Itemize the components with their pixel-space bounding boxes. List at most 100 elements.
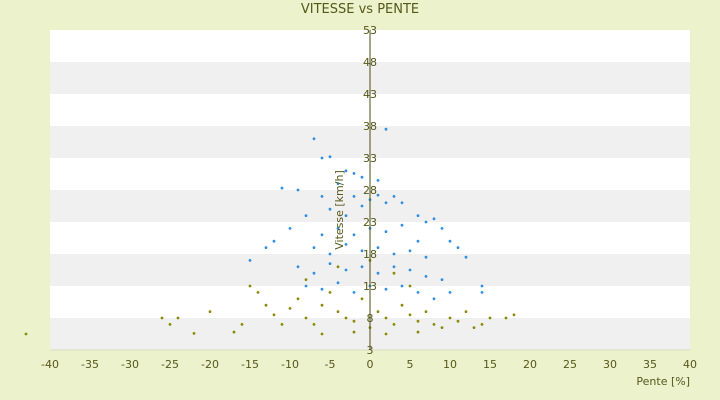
y-tick-label: 8 (367, 312, 374, 325)
point-olive (256, 291, 260, 294)
point-olive (320, 332, 324, 336)
point-blue (312, 246, 316, 250)
point-blue (448, 239, 452, 243)
point-blue (416, 214, 420, 218)
point-olive (512, 313, 516, 317)
x-tick-label: 15 (483, 358, 497, 371)
point-blue (272, 239, 276, 243)
point-blue (344, 243, 348, 246)
point-blue (424, 255, 428, 259)
point-blue (328, 207, 332, 211)
point-blue (296, 265, 300, 269)
x-tick-label: -30 (121, 358, 139, 371)
point-blue (376, 271, 380, 275)
point-blue (288, 227, 292, 230)
point-blue (376, 246, 380, 250)
point-blue (328, 155, 332, 159)
point-olive (400, 303, 404, 307)
point-blue (400, 201, 404, 205)
x-tick-label: 10 (443, 358, 457, 371)
y-tick-label: 18 (363, 248, 377, 261)
point-olive (160, 316, 164, 320)
point-blue (336, 281, 340, 285)
point-blue (280, 186, 284, 190)
point-blue (384, 287, 388, 291)
y-tick-label: 43 (363, 88, 377, 101)
point-blue (456, 246, 460, 250)
axes (50, 30, 690, 351)
point-blue (248, 259, 252, 262)
x-tick-label: -40 (41, 358, 59, 371)
y-tick-label: 38 (363, 120, 377, 133)
point-olive (416, 319, 420, 323)
point-blue (376, 193, 380, 197)
x-tick-label: 20 (523, 358, 537, 371)
point-blue (312, 137, 316, 141)
x-tick-label: -25 (161, 358, 179, 371)
point-blue (304, 214, 308, 218)
x-tick-label: -35 (81, 358, 99, 371)
y-tick-label: 13 (363, 280, 377, 293)
y-tick-label: 3 (367, 344, 374, 357)
point-olive (264, 303, 268, 307)
y-tick-label: 48 (363, 56, 377, 69)
point-blue (408, 268, 412, 272)
point-olive (392, 271, 396, 275)
point-blue (344, 169, 348, 173)
point-blue (264, 246, 268, 250)
point-olive (336, 310, 340, 313)
point-olive (376, 310, 380, 313)
point-olive (416, 330, 420, 334)
point-blue (464, 255, 468, 259)
point-blue (384, 230, 388, 234)
point-blue (360, 204, 364, 208)
point-olive (344, 316, 348, 320)
point-blue (352, 233, 356, 237)
y-axis-label: Vitesse [km/h] (333, 170, 346, 250)
point-olive (448, 316, 452, 320)
point-blue (320, 195, 324, 198)
point-olive (408, 313, 412, 317)
point-blue (400, 223, 404, 227)
x-tick-label: 0 (367, 358, 374, 371)
point-blue (352, 195, 356, 198)
point-blue (352, 291, 356, 294)
point-olive (304, 316, 308, 320)
y-tick-labels: 53 48 43 38 33 28 23 18 13 8 3 (363, 24, 377, 357)
point-olive (288, 307, 292, 310)
point-olive (488, 316, 492, 320)
point-blue (304, 284, 308, 288)
point-blue (440, 227, 444, 230)
point-blue (384, 201, 388, 205)
point-olive (168, 323, 172, 326)
point-blue (336, 227, 340, 230)
point-olive (336, 265, 340, 269)
point-olive (432, 323, 436, 326)
x-tick-label: -20 (201, 358, 219, 371)
point-blue (328, 262, 332, 265)
point-blue (312, 271, 316, 275)
data-points (24, 127, 516, 336)
point-blue (328, 252, 332, 256)
point-blue (320, 287, 324, 291)
point-olive (464, 310, 468, 313)
point-blue (480, 284, 484, 288)
point-blue (344, 214, 348, 218)
point-blue (480, 291, 484, 294)
point-olive (328, 291, 332, 294)
point-olive (320, 303, 324, 307)
x-axis-label: Pente [%] (636, 375, 690, 388)
point-blue (352, 171, 356, 175)
point-blue (432, 217, 436, 221)
x-tick-label: -10 (281, 358, 299, 371)
point-olive (280, 323, 284, 326)
point-olive (352, 319, 356, 323)
y-tick-label: 53 (363, 24, 377, 37)
point-olive (408, 284, 412, 288)
point-olive (392, 323, 396, 326)
point-blue (448, 291, 452, 294)
point-olive (352, 330, 356, 334)
x-tick-label: 40 (683, 358, 697, 371)
x-tick-label: 25 (563, 358, 577, 371)
